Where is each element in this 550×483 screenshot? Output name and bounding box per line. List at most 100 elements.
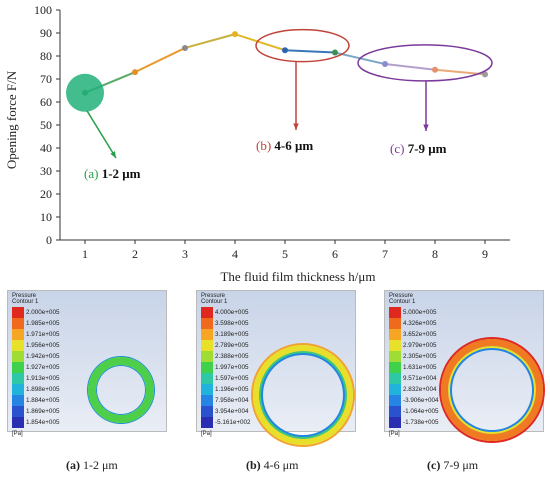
contour-panel-c: Pressure Contour 1 5.000e+005 4.326e+005 3.… [384,290,544,441]
legend-swatch [12,362,24,373]
y-tick-label: 100 [34,3,52,17]
highlight-circle-a [66,73,104,112]
legend-swatch [201,395,213,406]
legend-value: 1.971e+005 [26,331,60,338]
x-tick-label: 7 [382,247,388,261]
legend-labels: 4.000e+005 3.598e+005 3.189e+005 2.789e+005… [215,307,251,428]
legend-swatch [201,384,213,395]
legend-swatch [389,307,401,318]
legend-swatch [389,406,401,417]
legend-value: 2.832e+004 [403,386,437,393]
legend-value: 1.631e+005 [403,364,437,371]
legend-swatch [201,406,213,417]
legend-value: 3.652e+005 [403,331,437,338]
x-tick-label: 3 [182,247,188,261]
legend-value: 4.000e+005 [215,309,249,316]
unit-label: [Pa] [12,431,23,437]
series-segment [184,33,236,49]
panel-title: Pressure Contour 1 [201,293,228,305]
arrow-a-head [110,151,116,158]
opening-force-chart: 0 10 20 30 40 50 60 70 80 90 100 1 2 3 4 5 6 7 8 9 (a) 1-2 … [4,3,510,284]
x-axis-label: The fluid film thickness h/μm [220,269,375,284]
legend-value: 1.196e+005 [215,386,249,393]
data-point [332,49,338,56]
legend-value: 1.898e+005 [26,386,60,393]
legend-value: -5.161e+002 [215,419,251,426]
y-tick-label: 80 [40,49,52,63]
legend-value: 1.597e+005 [215,375,249,382]
seal-ring-contour [253,345,353,445]
legend-swatch [389,340,401,351]
legend-swatch [389,373,401,384]
color-legend [12,307,24,428]
series-segment [384,63,436,71]
y-tick-label: 0 [46,233,52,247]
legend-value: 2.388e+005 [215,353,249,360]
series-segment [134,47,186,74]
x-tick-label: 6 [332,247,338,261]
unit-label: [Pa] [389,431,400,437]
x-tick-label: 5 [282,247,288,261]
y-tick-label: 70 [40,72,52,86]
legend-swatch [12,351,24,362]
x-tick-label: 1 [82,247,88,261]
legend-swatch [12,384,24,395]
legend-swatch [201,351,213,362]
legend-value: 5.000e+005 [403,309,437,316]
y-tick-label: 20 [40,187,52,201]
highlight-ellipse-c [357,44,493,82]
data-point [132,69,138,76]
legend-labels: 5.000e+005 4.326e+005 3.652e+005 2.979e+005… [403,307,439,428]
chart-series [82,31,488,96]
legend-value: -1.064e+005 [403,408,439,415]
panel-title: Pressure Contour 1 [12,293,39,305]
caption-b: (b) 4-6 μm [246,458,299,472]
data-point [482,71,488,78]
legend-value: 9.571e+004 [403,375,437,382]
seal-ring-contour [441,339,543,441]
annotation-letter: (c) [390,141,408,156]
x-tick-label: 2 [132,247,138,261]
legend-value: 1.854e+005 [26,419,60,426]
legend-swatch [12,318,24,329]
panel-title: Pressure Contour 1 [389,293,416,305]
legend-swatch [12,340,24,351]
legend-value: 2.789e+005 [215,342,249,349]
legend-swatch [201,340,213,351]
annotation-label: (c) 7-9 μm [390,141,447,156]
legend-swatch [12,373,24,384]
legend-swatch [12,406,24,417]
legend-swatch [389,329,401,340]
annotation-text: 1-2 μm [102,166,141,181]
annotation-label: (b) 4-6 μm [256,138,313,153]
series-segment [234,33,286,52]
contour-panel-a: Pressure Contour 1 2.000e+005 1.985e+005 1.… [7,290,167,437]
arrow-a [86,110,117,159]
y-axis-label: Opening force F/N [4,70,19,169]
seal-ring-contour [88,357,154,423]
legend-value: 4.326e+005 [403,320,437,327]
highlight-ellipse-b [255,28,350,63]
y-tick-label: 90 [40,26,52,40]
legend-swatch [201,373,213,384]
legend-swatch [12,329,24,340]
legend-swatch [201,362,213,373]
legend-value: 3.189e+005 [215,331,249,338]
unit-label: [Pa] [201,431,212,437]
annotation-letter: (b) [256,138,274,153]
legend-value: 1.927e+005 [26,364,60,371]
y-tick-label: 40 [40,141,52,155]
arrow-c-head [423,124,429,131]
legend-value: 3.598e+005 [215,320,249,327]
annotation-letter: (a) [84,166,102,181]
y-tick-label: 30 [40,164,52,178]
annotation-text: 4-6 μm [274,138,313,153]
y-tick-label: 60 [40,95,52,109]
y-tick-label: 50 [40,118,52,132]
color-legend [389,307,401,428]
legend-value: 1.884e+005 [26,397,60,404]
legend-value: -3.906e+004 [403,397,439,404]
legend-value: 2.979e+005 [403,342,437,349]
legend-swatch [389,318,401,329]
annotation-text: 7-9 μm [408,141,447,156]
